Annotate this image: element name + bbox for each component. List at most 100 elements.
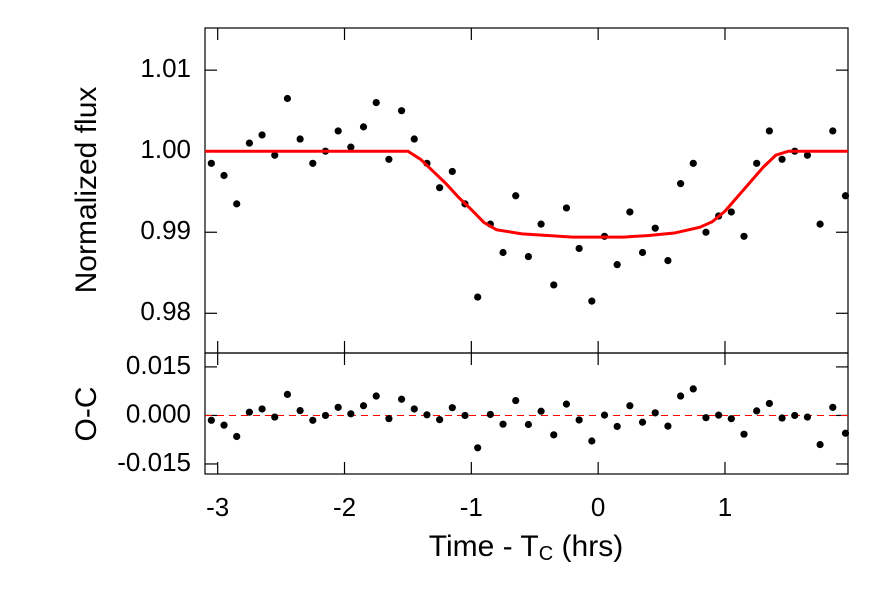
y-tick-label: 1.01 <box>140 53 191 83</box>
data-point <box>499 248 507 257</box>
data-point <box>309 159 317 167</box>
data-point <box>461 411 469 420</box>
data-point <box>372 98 380 107</box>
data-point <box>575 244 583 253</box>
data-point <box>537 220 545 228</box>
data-point <box>753 407 761 415</box>
data-point <box>385 415 393 423</box>
data-point <box>575 416 583 424</box>
data-point <box>626 208 634 216</box>
data-point <box>309 416 317 424</box>
data-point <box>512 396 520 405</box>
data-point <box>448 167 456 176</box>
data-point <box>829 403 837 411</box>
data-point <box>334 403 342 411</box>
data-point <box>816 440 824 449</box>
data-point <box>588 297 596 305</box>
data-point <box>233 432 241 441</box>
data-point <box>689 159 697 167</box>
x-axis-label-sub: C <box>539 543 553 565</box>
data-point <box>245 139 253 147</box>
x-axis-label-main: Time - T <box>429 530 539 563</box>
data-point <box>803 151 812 159</box>
data-point <box>676 180 685 188</box>
x-tick-label: 1 <box>718 492 732 522</box>
data-point <box>448 404 456 412</box>
data-point <box>803 413 812 421</box>
data-point <box>436 184 444 192</box>
data-point <box>715 411 723 419</box>
y-tick-label: -0.015 <box>117 447 191 477</box>
data-point <box>436 416 444 424</box>
data-point <box>397 395 406 403</box>
data-point <box>347 143 355 151</box>
data-point <box>423 411 431 419</box>
x-axis-label: Time - TC (hrs) <box>429 530 623 565</box>
data-point <box>334 127 342 135</box>
data-point <box>829 127 837 135</box>
data-point <box>207 159 215 167</box>
data-point <box>740 232 748 240</box>
data-point <box>638 418 647 426</box>
data-point <box>664 257 672 265</box>
data-point <box>296 135 304 143</box>
data-point <box>499 420 507 428</box>
x-tick-label: -1 <box>460 492 483 522</box>
data-point <box>626 402 634 410</box>
data-point <box>727 208 735 216</box>
data-point <box>258 131 266 139</box>
data-point <box>397 107 406 115</box>
data-point <box>753 159 761 167</box>
data-point <box>359 402 368 410</box>
data-point <box>727 415 735 423</box>
x-axis-label-suffix: (hrs) <box>553 530 623 563</box>
data-point <box>638 248 647 257</box>
data-point <box>283 94 292 103</box>
data-point <box>613 422 621 431</box>
data-point <box>550 431 558 439</box>
data-point <box>664 422 672 430</box>
data-point <box>740 430 748 438</box>
data-point <box>410 135 418 143</box>
data-point <box>550 281 558 289</box>
data-point <box>512 192 520 200</box>
plot-frame <box>204 352 849 475</box>
data-point <box>474 444 482 452</box>
data-point <box>702 228 710 236</box>
data-point <box>562 204 571 212</box>
data-point <box>271 413 279 421</box>
data-point <box>233 200 241 208</box>
y-tick-label: 0.000 <box>126 398 191 428</box>
data-point <box>778 155 786 163</box>
data-point <box>321 411 330 420</box>
data-point <box>359 123 368 131</box>
data-point <box>524 420 533 429</box>
data-point <box>651 409 659 417</box>
y-tick-label: 0.015 <box>126 350 191 380</box>
x-tick-label: -2 <box>333 492 356 522</box>
data-point <box>296 406 304 415</box>
x-tick-label: -3 <box>206 492 229 522</box>
data-point <box>689 385 697 393</box>
data-point <box>765 127 773 135</box>
data-point <box>613 261 621 269</box>
data-point <box>486 410 494 419</box>
data-point <box>220 421 228 429</box>
data-point <box>524 252 533 261</box>
data-point <box>410 405 418 413</box>
data-point <box>676 392 685 400</box>
data-point <box>258 405 266 413</box>
y-axis-label: O-C <box>70 387 103 442</box>
data-point <box>778 414 786 422</box>
data-point <box>283 390 292 399</box>
model-line <box>205 149 848 239</box>
data-point <box>245 408 253 416</box>
data-point <box>562 400 571 408</box>
data-point <box>841 429 850 437</box>
y-axis-label: Normalized flux <box>70 87 103 294</box>
data-point <box>600 411 609 419</box>
x-tick-label: 0 <box>591 492 605 522</box>
data-point <box>816 220 824 228</box>
data-point <box>651 224 659 232</box>
